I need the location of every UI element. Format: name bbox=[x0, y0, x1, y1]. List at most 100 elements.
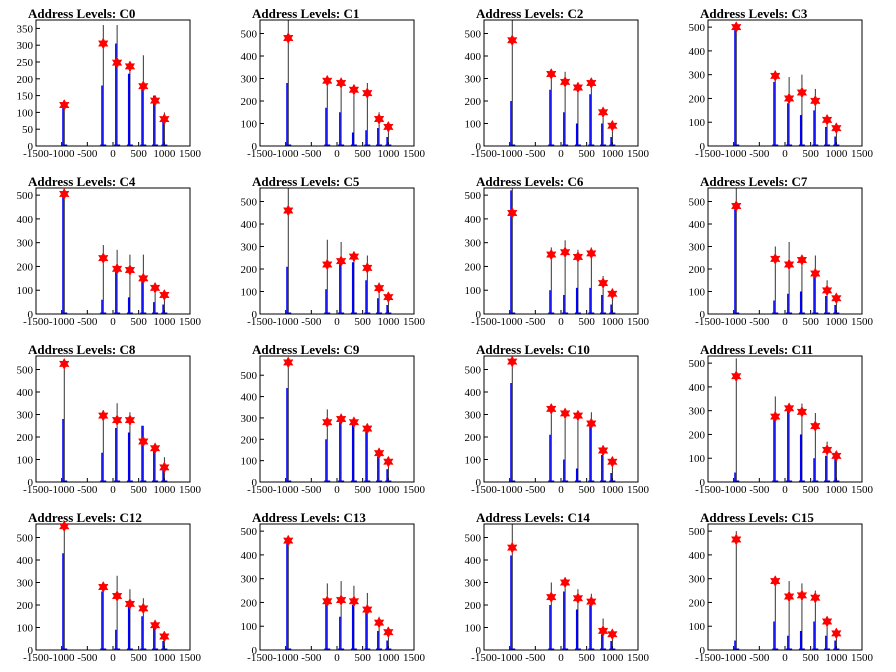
y-tick-label: 300 bbox=[689, 242, 706, 254]
y-tick-label: 400 bbox=[465, 555, 482, 567]
histogram-panel: 0 100 200 300 400 500 -1500 -1000 -500 0 500 1000 15… bbox=[448, 168, 672, 336]
y-tick-label: 500 bbox=[689, 197, 706, 209]
peak-marker bbox=[597, 277, 609, 290]
x-tick-label: -1500 bbox=[247, 148, 273, 160]
peak-marker bbox=[373, 616, 385, 629]
peak-marker bbox=[59, 187, 70, 200]
x-tick-label: 1000 bbox=[377, 148, 400, 160]
y-tick-label: 500 bbox=[17, 190, 34, 202]
y-tick-label: 300 bbox=[17, 578, 34, 590]
x-tick-label: 500 bbox=[130, 484, 147, 496]
panel-title: Address Levels: C5 bbox=[252, 174, 360, 189]
x-tick-label: 0 bbox=[558, 652, 564, 664]
histogram-chart: 0 100 200 300 400 500 -1500 -1000 -500 0 500 1000 15… bbox=[241, 19, 426, 160]
y-tick-label: 500 bbox=[241, 29, 258, 41]
y-tick-label: 250 bbox=[17, 57, 34, 69]
x-tick-label: 0 bbox=[782, 316, 788, 328]
x-tick-label: -1500 bbox=[247, 316, 273, 328]
plot-frame bbox=[35, 19, 191, 147]
x-tick-label: 1000 bbox=[153, 316, 176, 328]
peak-marker bbox=[111, 414, 123, 427]
x-tick-label: -500 bbox=[525, 484, 546, 496]
peak-marker bbox=[159, 630, 170, 643]
y-tick-label: 100 bbox=[241, 456, 258, 468]
y-tick-label: 500 bbox=[17, 533, 34, 545]
x-tick-label: 500 bbox=[354, 148, 371, 160]
x-tick-label: 1500 bbox=[851, 148, 874, 160]
x-tick-label: -1500 bbox=[23, 652, 49, 664]
peak-marker bbox=[572, 250, 584, 263]
x-tick-label: 1000 bbox=[153, 148, 176, 160]
panel-title: Address Levels: C6 bbox=[476, 174, 584, 189]
peak-marker bbox=[111, 56, 123, 69]
x-tick-label: -1500 bbox=[695, 316, 721, 328]
x-tick-label: 0 bbox=[782, 652, 788, 664]
plot-frame bbox=[35, 355, 191, 483]
x-tick-label: -1500 bbox=[471, 148, 497, 160]
histogram-panel: 0 50 100 150 200 250 300 350 -1500 -1000 -500 0 500 1… bbox=[0, 0, 224, 168]
x-tick-label: 0 bbox=[782, 484, 788, 496]
y-tick-label: 200 bbox=[689, 597, 706, 609]
x-tick-label: -1500 bbox=[23, 484, 49, 496]
y-tick-label: 0 bbox=[476, 309, 482, 321]
y-tick-label: 200 bbox=[465, 96, 482, 108]
x-tick-label: -500 bbox=[301, 484, 322, 496]
x-tick-label: 1500 bbox=[403, 484, 426, 496]
peak-marker bbox=[283, 204, 294, 217]
y-tick-label: 100 bbox=[465, 623, 482, 635]
y-tick-label: 300 bbox=[17, 40, 34, 52]
histogram-panel: 0 100 200 300 400 500 -1500 -1000 -500 0 500 1000 15… bbox=[224, 504, 448, 672]
x-tick-label: 1500 bbox=[179, 652, 202, 664]
y-tick-label: 100 bbox=[241, 287, 258, 299]
x-tick-label: -500 bbox=[525, 316, 546, 328]
x-tick-label: -500 bbox=[77, 484, 98, 496]
peak-marker bbox=[810, 420, 821, 433]
panel-title: Address Levels: C11 bbox=[700, 342, 814, 357]
peak-marker bbox=[796, 405, 808, 418]
y-tick-label: 300 bbox=[465, 410, 482, 422]
peak-marker bbox=[572, 409, 584, 422]
peak-marker bbox=[559, 407, 571, 420]
histogram-panel: 0 100 200 300 400 500 -1500 -1000 -500 0 500 1000 15… bbox=[224, 336, 448, 504]
y-tick-label: 200 bbox=[241, 597, 258, 609]
y-tick-label: 0 bbox=[252, 477, 258, 489]
y-tick-label: 300 bbox=[17, 238, 34, 250]
peak-marker bbox=[362, 422, 373, 435]
peak-marker bbox=[124, 414, 136, 427]
x-tick-label: 1000 bbox=[153, 484, 176, 496]
x-tick-label: 1000 bbox=[601, 652, 624, 664]
x-tick-label: 1500 bbox=[627, 652, 650, 664]
x-tick-label: -1500 bbox=[247, 484, 273, 496]
y-tick-label: 100 bbox=[17, 455, 34, 467]
peak-marker bbox=[149, 94, 161, 107]
y-tick-label: 200 bbox=[241, 434, 258, 446]
panel-title: Address Levels: C1 bbox=[252, 6, 360, 21]
y-tick-label: 0 bbox=[252, 645, 258, 657]
panel-title: Address Levels: C7 bbox=[700, 174, 808, 189]
x-tick-label: -1000 bbox=[49, 316, 75, 328]
x-tick-label: -1000 bbox=[273, 316, 299, 328]
x-tick-label: 1000 bbox=[377, 316, 400, 328]
y-tick-label: 0 bbox=[476, 645, 482, 657]
histogram-chart: 0 100 200 300 400 500 -1500 -1000 -500 0 500 1000 15… bbox=[465, 355, 650, 496]
x-tick-label: 0 bbox=[558, 148, 564, 160]
peak-marker bbox=[559, 246, 571, 259]
x-tick-label: 1500 bbox=[851, 316, 874, 328]
plot-frame bbox=[707, 187, 863, 315]
x-tick-label: -1000 bbox=[721, 484, 747, 496]
x-tick-label: 500 bbox=[578, 652, 595, 664]
peak-marker bbox=[283, 534, 294, 547]
histogram-panel: 0 100 200 300 400 500 -1500 -1000 -500 0 500 1000 15… bbox=[672, 504, 896, 672]
histogram-chart: 0 100 200 300 400 500 -1500 -1000 -500 0 500 1000 15… bbox=[17, 355, 202, 496]
peak-marker bbox=[559, 576, 571, 589]
x-tick-label: 1500 bbox=[851, 652, 874, 664]
x-tick-label: 1000 bbox=[601, 148, 624, 160]
y-tick-label: 0 bbox=[28, 645, 34, 657]
peak-marker bbox=[322, 74, 333, 87]
x-tick-label: -1000 bbox=[721, 316, 747, 328]
peak-marker bbox=[796, 253, 808, 267]
y-tick-label: 300 bbox=[465, 238, 482, 250]
y-tick-label: 300 bbox=[689, 574, 706, 586]
histogram-panel: 0 100 200 300 400 500 -1500 -1000 -500 0 500 1000 15… bbox=[448, 0, 672, 168]
histogram-chart: 0 100 200 300 400 500 -1500 -1000 -500 0 500 1000 15… bbox=[465, 187, 650, 328]
